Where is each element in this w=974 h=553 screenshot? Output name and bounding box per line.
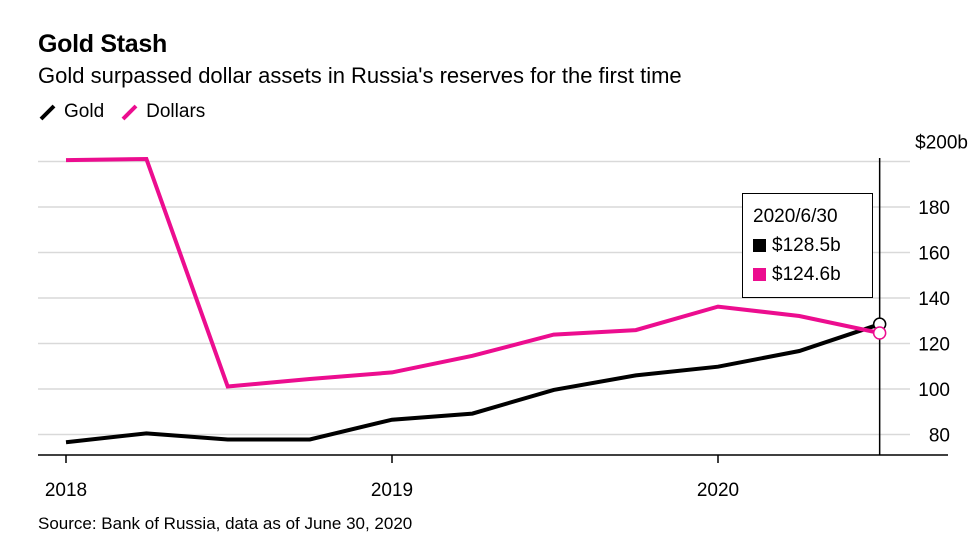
legend-swatch-gold: [39, 104, 56, 121]
legend: Gold Dollars: [38, 101, 221, 123]
y-tick-label: 160: [918, 244, 950, 265]
tooltip-row-gold: $128.5b: [753, 231, 872, 260]
series-line-dollars: [65, 156, 881, 389]
y-tick-label: 180: [918, 198, 950, 219]
x-tick-label: 2018: [45, 480, 87, 501]
x-tick-label: 2019: [371, 480, 413, 501]
series-line-gold: [65, 322, 881, 445]
tooltip-value-gold: $128.5b: [772, 234, 841, 256]
legend-swatch-dollars: [121, 104, 138, 121]
tooltip-value-dollars: $124.6b: [772, 263, 841, 285]
chart-title: Gold Stash: [38, 30, 167, 58]
y-tick-label: 140: [918, 289, 950, 310]
y-tick-label: 100: [918, 380, 950, 401]
chart-subtitle: Gold surpassed dollar assets in Russia's…: [38, 63, 682, 88]
y-tick-label: 120: [918, 335, 950, 356]
x-tick-label: 2020: [697, 480, 739, 501]
tooltip-date: 2020/6/30: [753, 205, 838, 227]
tooltip-row-dollars: $124.6b: [753, 260, 872, 289]
legend-label-dollars: Dollars: [146, 101, 206, 122]
legend-label-gold: Gold: [64, 101, 105, 122]
y-tick-label: 80: [929, 426, 950, 447]
hover-point-dollars: [872, 326, 887, 340]
tooltip-swatch-dollars: [753, 268, 766, 281]
legend-item-dollars: Dollars: [120, 101, 205, 123]
tooltip-swatch-gold: [753, 239, 766, 252]
legend-item-gold: Gold: [38, 101, 104, 123]
hover-tooltip: 2020/6/30 $128.5b $124.6b: [742, 193, 873, 298]
source-note: Source: Bank of Russia, data as of June …: [38, 514, 413, 533]
y-tick-label-top: $200b: [915, 133, 968, 154]
